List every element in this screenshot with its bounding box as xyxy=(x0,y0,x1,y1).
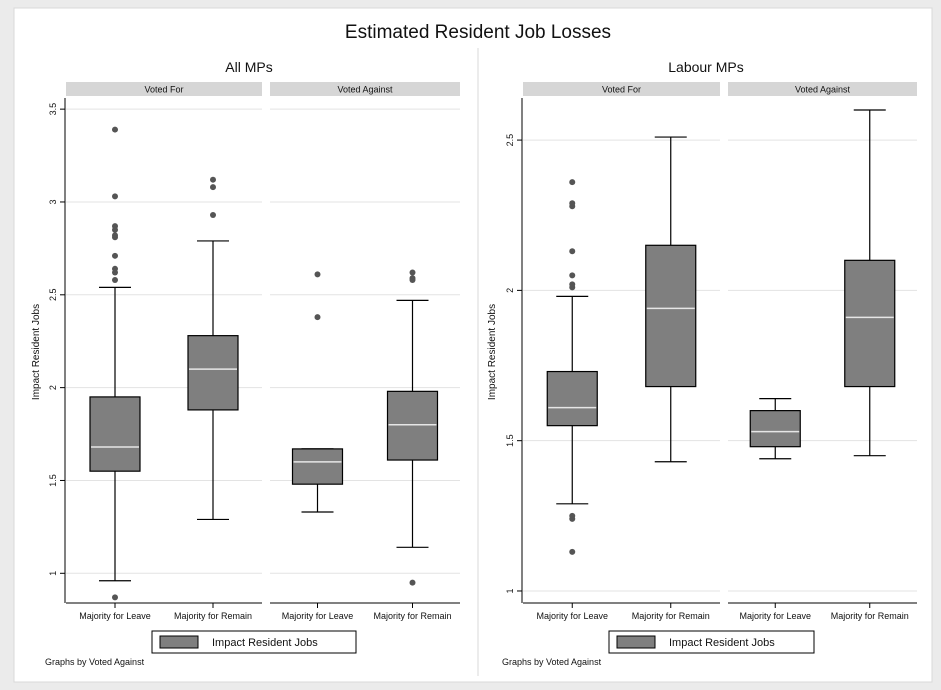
outlier-point xyxy=(409,269,416,276)
outlier-point xyxy=(569,548,576,555)
legend-label-all-mps: Impact Resident Jobs xyxy=(212,637,318,649)
y-tick-label: 1.5 xyxy=(48,474,58,487)
legend-label-labour-mps: Impact Resident Jobs xyxy=(669,637,775,649)
outlier-point xyxy=(409,275,416,282)
y-tick-label: 1.5 xyxy=(505,434,515,447)
y-tick-label: 1 xyxy=(505,588,515,593)
legend-all-mps: Impact Resident Jobs xyxy=(151,630,357,654)
outlier-point xyxy=(314,314,321,321)
outlier-point xyxy=(569,179,576,186)
figure-title: Estimated Resident Job Losses xyxy=(345,22,611,43)
x-tick-label: Majority for Remain xyxy=(373,611,451,621)
panel-strip-label: Voted For xyxy=(602,85,641,95)
legend-box-labour-mps xyxy=(608,630,815,654)
box xyxy=(844,259,896,388)
box xyxy=(187,335,239,411)
panel-strip xyxy=(66,82,262,96)
chart-labour-mps: Labour MPs Impact Resident Jobs 1 1.5 2 2.5… xyxy=(487,59,917,667)
y-axis-labour-mps: 1 1.5 2 2.5 xyxy=(505,98,523,603)
chart-title-all-mps: All MPs xyxy=(225,59,272,75)
panel-strip xyxy=(523,82,720,96)
y-axis-label-labour-mps: Impact Resident Jobs xyxy=(487,304,498,400)
panel-strip-label: Voted Against xyxy=(337,85,393,95)
panel-voted-against-all-mps: Voted Against Majority for Leave Majority … xyxy=(270,82,460,621)
box xyxy=(749,410,801,448)
outlier-point xyxy=(569,512,576,519)
box xyxy=(645,244,697,388)
box xyxy=(291,448,344,485)
chart-title-labour-mps: Labour MPs xyxy=(668,59,743,75)
y-axis-label-all-mps: Impact Resident Jobs xyxy=(31,304,42,400)
panel-voted-against-labour-mps: Voted Against Majority for Leave Majority … xyxy=(728,82,917,621)
panel-strip xyxy=(728,82,917,96)
outlier-point xyxy=(569,272,576,279)
x-tick-label: Majority for Remain xyxy=(174,611,252,621)
box xyxy=(89,396,141,472)
box xyxy=(386,390,439,461)
outlier-point xyxy=(112,126,118,133)
y-tick-label: 3 xyxy=(48,199,58,204)
panel-strip-label: Voted For xyxy=(144,85,183,95)
outlier-point xyxy=(112,265,118,272)
outlier-point xyxy=(112,252,118,259)
y-tick-label: 2.5 xyxy=(48,289,58,302)
x-tick-label: Majority for Leave xyxy=(79,611,151,621)
outlier-point xyxy=(409,579,416,586)
note-labour-mps: Graphs by Voted Against xyxy=(502,657,602,667)
outlier-point xyxy=(314,271,321,278)
panel-voted-for-labour-mps: Voted For Majority for Leave Majority for … xyxy=(523,82,720,621)
outlier-point xyxy=(210,184,216,191)
panel-voted-for-all-mps: Voted For Majority for Leave Majority for … xyxy=(66,82,262,621)
x-tick-label: Majority for Leave xyxy=(536,611,608,621)
panel-strip xyxy=(270,82,460,96)
box xyxy=(546,370,598,427)
x-tick-label: Majority for Leave xyxy=(282,611,354,621)
outlier-point xyxy=(569,248,576,255)
legend-swatch-labour-mps xyxy=(616,635,656,649)
y-tick-label: 1 xyxy=(48,571,58,576)
y-tick-label: 2 xyxy=(505,288,515,293)
x-tick-label: Majority for Leave xyxy=(739,611,811,621)
outlier-point xyxy=(112,232,118,239)
outlier-point xyxy=(569,281,576,288)
outlier-point xyxy=(112,276,118,283)
panel-strip-label: Voted Against xyxy=(795,85,851,95)
legend-labour-mps: Impact Resident Jobs xyxy=(608,630,815,654)
outlier-point xyxy=(210,211,216,218)
y-axis-all-mps: 1 1.5 2 2.5 3 3.5 xyxy=(48,98,66,603)
outlier-point xyxy=(569,200,576,207)
outlier-point xyxy=(112,594,118,601)
y-tick-label: 3.5 xyxy=(48,103,58,116)
y-tick-label: 2.5 xyxy=(505,134,515,147)
outlier-point xyxy=(112,223,118,230)
outlier-point xyxy=(210,176,216,183)
x-tick-label: Majority for Remain xyxy=(632,611,710,621)
x-tick-label: Majority for Remain xyxy=(831,611,909,621)
outlier-point xyxy=(112,193,118,200)
note-all-mps: Graphs by Voted Against xyxy=(45,657,145,667)
panel-plot-area xyxy=(270,98,460,603)
y-tick-label: 2 xyxy=(48,385,58,390)
legend-swatch-all-mps xyxy=(159,635,199,649)
chart-all-mps: All MPs Impact Resident Jobs 1 1.5 2 2.5 3 3.… xyxy=(31,59,460,667)
legend-box-all-mps xyxy=(151,630,357,654)
